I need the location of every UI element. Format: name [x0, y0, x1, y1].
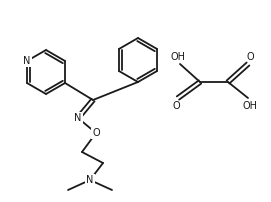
Text: OH: OH	[243, 101, 257, 111]
Text: O: O	[92, 128, 100, 138]
Text: N: N	[23, 56, 31, 66]
Text: O: O	[172, 101, 180, 111]
Text: OH: OH	[170, 52, 186, 62]
Text: N: N	[74, 113, 82, 123]
Text: O: O	[246, 52, 254, 62]
Text: N: N	[86, 175, 94, 185]
